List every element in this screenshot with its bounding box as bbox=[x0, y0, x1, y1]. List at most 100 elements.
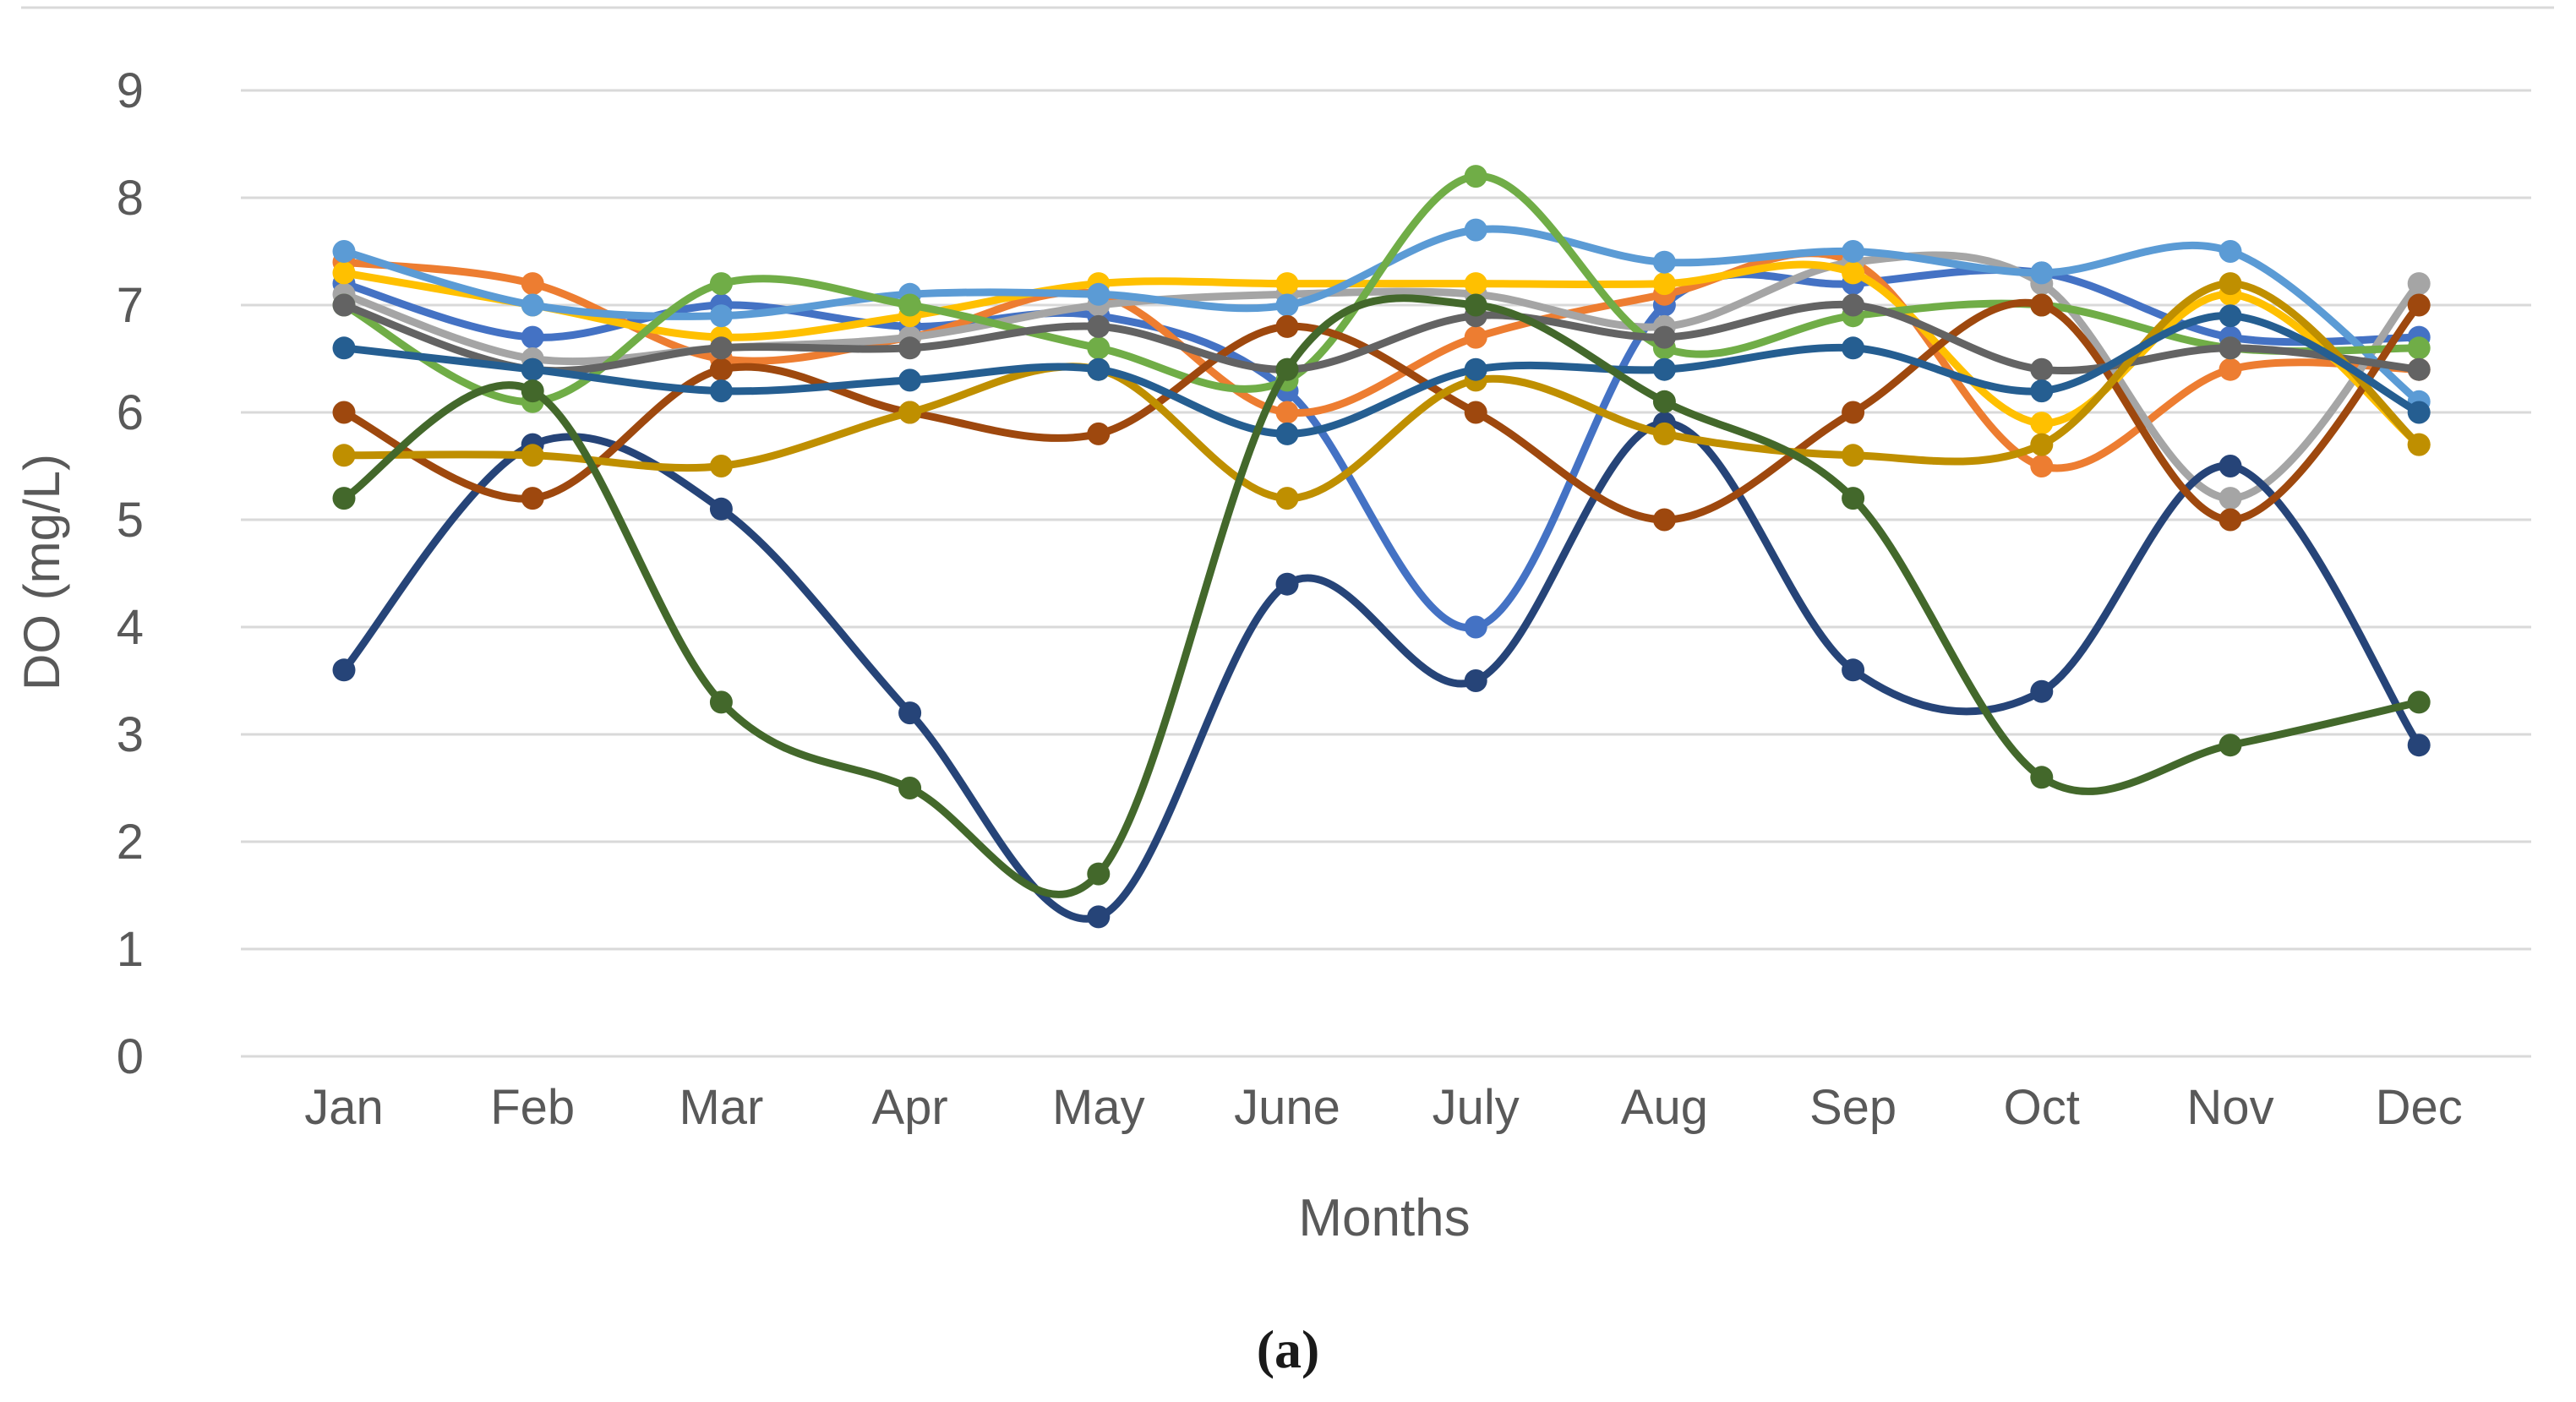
marker-dark-green-apr bbox=[898, 777, 922, 799]
marker-dark-blue-nov bbox=[2219, 455, 2242, 477]
marker-steel-blue-nov bbox=[2219, 304, 2242, 328]
marker-brown-may bbox=[1087, 422, 1111, 445]
marker-dark-green-july bbox=[1464, 293, 1487, 317]
marker-light-blue-mar bbox=[709, 304, 733, 328]
marker-dark-green-jan bbox=[332, 487, 356, 510]
marker-blue-feb bbox=[521, 325, 544, 349]
marker-gold-july bbox=[1464, 272, 1487, 296]
marker-brown-nov bbox=[2219, 508, 2242, 532]
marker-green-may bbox=[1087, 336, 1111, 360]
marker-light-blue-june bbox=[1275, 293, 1299, 317]
marker-gold-oct bbox=[2030, 412, 2054, 435]
marker-dark-yellow-oct bbox=[2030, 433, 2054, 456]
marker-dark-gray-may bbox=[1087, 314, 1111, 338]
marker-steel-blue-aug bbox=[1652, 357, 1676, 381]
marker-orange-oct bbox=[2030, 455, 2054, 477]
x-tick-label-apr: Apr bbox=[871, 1080, 947, 1135]
y-tick-label-6: 6 bbox=[117, 385, 144, 440]
marker-dark-yellow-apr bbox=[898, 401, 922, 424]
y-tick-label-4: 4 bbox=[117, 600, 144, 655]
marker-dark-yellow-jan bbox=[332, 444, 356, 467]
marker-light-blue-sep bbox=[1842, 240, 1865, 263]
marker-dark-yellow-feb bbox=[521, 444, 544, 467]
marker-brown-feb bbox=[521, 487, 544, 510]
marker-orange-june bbox=[1275, 401, 1299, 424]
marker-dark-green-sep bbox=[1842, 487, 1865, 510]
marker-dark-gray-dec bbox=[2407, 357, 2431, 381]
series-line-light-blue bbox=[340, 225, 2423, 406]
marker-gray-nov bbox=[2219, 487, 2242, 510]
marker-dark-green-feb bbox=[521, 379, 544, 403]
marker-dark-gray-jan bbox=[332, 293, 356, 317]
marker-dark-blue-mar bbox=[709, 497, 733, 521]
series-layer bbox=[332, 165, 2431, 929]
marker-steel-blue-dec bbox=[2407, 401, 2431, 424]
y-tick-label-7: 7 bbox=[117, 278, 144, 333]
marker-gold-aug bbox=[1652, 272, 1676, 296]
marker-light-blue-aug bbox=[1652, 250, 1676, 274]
y-tick-label-9: 9 bbox=[117, 63, 144, 118]
marker-dark-green-june bbox=[1275, 357, 1299, 381]
marker-steel-blue-apr bbox=[898, 368, 922, 392]
marker-light-blue-may bbox=[1087, 282, 1111, 306]
x-tick-label-oct: Oct bbox=[2004, 1080, 2080, 1135]
marker-dark-blue-may bbox=[1087, 905, 1111, 929]
marker-steel-blue-may bbox=[1087, 357, 1111, 381]
x-tick-label-dec: Dec bbox=[2376, 1080, 2463, 1135]
marker-brown-sep bbox=[1842, 401, 1865, 424]
marker-dark-yellow-june bbox=[1275, 487, 1299, 510]
y-axis-title: DO (mg/L) bbox=[14, 454, 70, 690]
marker-dark-gray-aug bbox=[1652, 325, 1676, 349]
marker-dark-blue-june bbox=[1275, 572, 1299, 596]
marker-steel-blue-july bbox=[1464, 357, 1487, 381]
marker-brown-aug bbox=[1652, 508, 1676, 532]
series-dark-blue bbox=[332, 412, 2431, 929]
marker-steel-blue-feb bbox=[521, 357, 544, 381]
marker-steel-blue-june bbox=[1275, 422, 1299, 445]
marker-steel-blue-oct bbox=[2030, 379, 2054, 403]
marker-steel-blue-mar bbox=[709, 379, 733, 403]
marker-gold-sep bbox=[1842, 261, 1865, 285]
y-tick-label-3: 3 bbox=[117, 707, 144, 762]
x-tick-label-sep: Sep bbox=[1809, 1080, 1897, 1135]
marker-light-blue-july bbox=[1464, 218, 1487, 242]
marker-dark-blue-apr bbox=[898, 701, 922, 725]
y-tick-label-5: 5 bbox=[117, 493, 144, 548]
x-tick-label-jan: Jan bbox=[304, 1080, 384, 1135]
marker-green-dec bbox=[2407, 336, 2431, 360]
x-tick-label-aug: Aug bbox=[1621, 1080, 1708, 1135]
marker-dark-blue-sep bbox=[1842, 658, 1865, 682]
marker-gold-jan bbox=[332, 261, 356, 285]
marker-dark-green-mar bbox=[709, 690, 733, 714]
marker-dark-gray-mar bbox=[709, 336, 733, 360]
marker-light-blue-feb bbox=[521, 293, 544, 317]
x-tick-label-feb: Feb bbox=[490, 1080, 575, 1135]
y-tick-label-1: 1 bbox=[117, 922, 144, 977]
marker-orange-nov bbox=[2219, 357, 2242, 381]
series-dark-yellow bbox=[332, 272, 2431, 510]
marker-dark-gray-oct bbox=[2030, 357, 2054, 381]
marker-orange-july bbox=[1464, 325, 1487, 349]
marker-brown-dec bbox=[2407, 293, 2431, 317]
marker-steel-blue-jan bbox=[332, 336, 356, 360]
gridlines-layer bbox=[21, 6, 2554, 1058]
marker-light-blue-jan bbox=[332, 240, 356, 263]
marker-light-blue-nov bbox=[2219, 240, 2242, 263]
marker-green-july bbox=[1464, 165, 1487, 188]
series-line-dark-gray bbox=[340, 300, 2423, 375]
series-line-dark-blue bbox=[340, 419, 2423, 923]
marker-brown-oct bbox=[2030, 293, 2054, 317]
marker-dark-yellow-nov bbox=[2219, 272, 2242, 296]
marker-dark-blue-jan bbox=[332, 658, 356, 682]
marker-green-mar bbox=[709, 272, 733, 296]
marker-green-apr bbox=[898, 293, 922, 317]
series-line-steel-blue bbox=[340, 312, 2423, 438]
marker-brown-jan bbox=[332, 401, 356, 424]
x-tick-label-june: June bbox=[1234, 1080, 1340, 1135]
marker-dark-green-dec bbox=[2407, 690, 2431, 714]
series-steel-blue bbox=[332, 304, 2431, 445]
marker-dark-yellow-dec bbox=[2407, 433, 2431, 456]
marker-dark-yellow-mar bbox=[709, 455, 733, 477]
marker-dark-yellow-aug bbox=[1652, 422, 1676, 445]
